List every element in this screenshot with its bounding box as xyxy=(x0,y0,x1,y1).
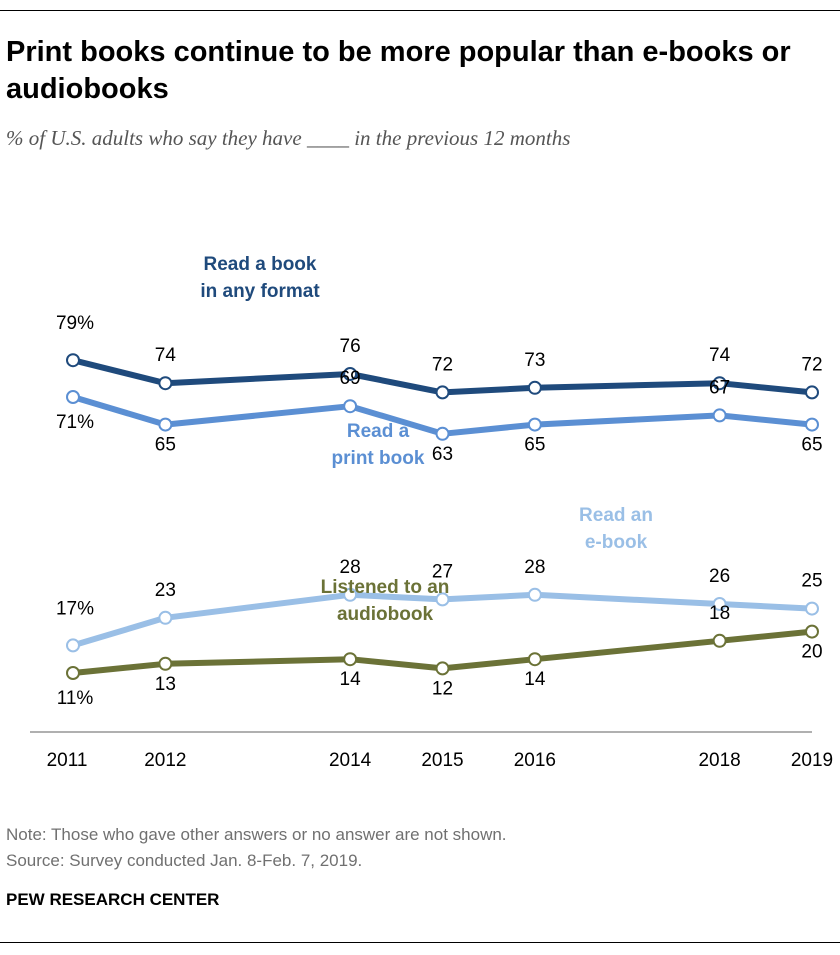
x-tick-label: 2018 xyxy=(698,750,740,771)
data-label: 26 xyxy=(709,566,730,587)
data-label: 71% xyxy=(56,412,94,433)
series-1: 71% 65 69 63 65 67 65 Read a print book xyxy=(56,368,823,469)
data-point xyxy=(805,417,819,432)
brand-logo-text: PEW RESEARCH CENTER xyxy=(6,890,220,909)
data-point xyxy=(435,592,450,607)
data-label: 25 xyxy=(801,571,822,592)
data-label: 72 xyxy=(432,354,453,375)
data-label: 65 xyxy=(155,435,176,456)
data-point xyxy=(527,652,542,667)
data-point xyxy=(712,633,727,648)
data-point xyxy=(66,638,80,653)
series-name-label: in any format xyxy=(200,281,320,302)
data-label: 17% xyxy=(56,598,94,619)
data-point xyxy=(66,390,80,404)
data-point xyxy=(158,376,173,391)
data-label: 67 xyxy=(709,377,730,398)
data-label: 72 xyxy=(801,354,822,375)
data-label: 11% xyxy=(57,688,94,709)
data-label: 74 xyxy=(709,345,731,366)
chart-note: Note: Those who gave other answers or no… xyxy=(6,825,507,844)
series-0: 79% 74 76 72 73 74 72 Read a book in any format xyxy=(56,254,823,400)
series-2: 17% 23 28 27 28 26 25 Read an e-book xyxy=(56,505,823,653)
top-rule xyxy=(0,10,840,11)
data-point xyxy=(343,399,358,414)
data-label: 12 xyxy=(432,678,453,699)
series-name-label: Read a xyxy=(347,421,410,442)
series-name-label: Listened to an xyxy=(321,577,450,598)
data-point xyxy=(158,656,173,671)
x-tick-label: 2014 xyxy=(329,750,372,771)
data-point xyxy=(343,367,358,381)
data-label: 65 xyxy=(524,435,545,456)
data-label: 20 xyxy=(801,642,822,663)
data-label: 13 xyxy=(155,674,176,695)
data-label: 14 xyxy=(340,669,362,690)
series-name-label: print book xyxy=(332,448,425,469)
data-point xyxy=(805,385,819,400)
data-point xyxy=(712,597,727,611)
x-tick-label: 2012 xyxy=(144,750,186,771)
data-label: 63 xyxy=(432,444,453,465)
x-tick-label: 2016 xyxy=(514,750,556,771)
data-point xyxy=(66,666,80,680)
series-name-label: Read a book xyxy=(204,254,317,275)
data-label: 18 xyxy=(709,603,730,624)
series-3: 11% 13 14 12 14 18 20 Listened to an audiobook xyxy=(57,577,823,709)
chart-subtitle: % of U.S. adults who say they have ____ … xyxy=(6,126,571,150)
data-point xyxy=(712,376,727,391)
data-point xyxy=(527,587,542,602)
data-point xyxy=(343,652,358,667)
bottom-rule xyxy=(0,942,840,943)
data-point xyxy=(435,661,450,676)
data-label: 28 xyxy=(524,557,545,578)
x-tick-label: 2015 xyxy=(421,750,463,771)
data-label: 28 xyxy=(340,557,361,578)
chart-title: Print books continue to be more popular … xyxy=(6,36,791,105)
data-point xyxy=(435,385,450,400)
data-point xyxy=(343,587,358,602)
data-point xyxy=(805,624,819,639)
x-tick-label: 2019 xyxy=(791,750,833,771)
data-label: 74 xyxy=(155,345,177,366)
data-point xyxy=(805,601,819,616)
data-point xyxy=(527,380,542,395)
data-label: 27 xyxy=(432,561,453,582)
series-name-label: audiobook xyxy=(337,604,433,625)
x-tick-label: 2011 xyxy=(47,750,88,771)
data-label: 76 xyxy=(340,336,361,357)
data-point xyxy=(527,417,542,432)
series-name-label: e-book xyxy=(585,532,648,553)
data-point xyxy=(158,417,173,432)
chart-source: Source: Survey conducted Jan. 8-Feb. 7, … xyxy=(6,851,363,870)
data-label: 65 xyxy=(801,435,822,456)
data-point xyxy=(66,353,80,368)
data-point xyxy=(158,610,173,625)
data-point xyxy=(712,408,727,423)
data-label: 69 xyxy=(340,368,361,389)
data-label: 79% xyxy=(56,313,94,334)
data-label: 73 xyxy=(524,350,545,371)
data-label: 23 xyxy=(155,580,176,601)
data-point xyxy=(435,426,450,441)
data-label: 14 xyxy=(524,669,546,690)
series-name-label: Read an xyxy=(579,505,653,526)
